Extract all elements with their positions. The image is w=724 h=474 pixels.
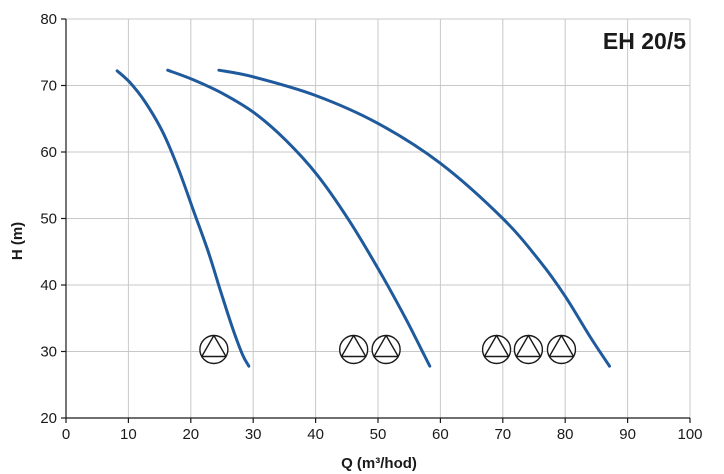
y-tick-label: 50 bbox=[40, 211, 57, 228]
pump-icon-circle bbox=[481, 334, 512, 365]
y-tick-label: 80 bbox=[40, 11, 57, 28]
pump-icon bbox=[371, 334, 401, 365]
pump-icon bbox=[513, 334, 544, 365]
x-tick-label: 50 bbox=[370, 426, 387, 443]
pump-icon bbox=[481, 334, 512, 365]
grid-layer bbox=[66, 18, 691, 418]
pump-icon bbox=[199, 334, 229, 365]
curve-2-pump bbox=[166, 68, 432, 368]
curve-3-pump bbox=[217, 68, 611, 368]
y-tick-label: 60 bbox=[40, 144, 57, 161]
x-tick-label: 0 bbox=[62, 426, 70, 443]
y-tick-label: 40 bbox=[40, 277, 57, 294]
x-tick-label: 70 bbox=[494, 426, 511, 443]
x-tick-label: 60 bbox=[432, 426, 449, 443]
pump-icon bbox=[338, 334, 369, 365]
y-axis-title: H (m) bbox=[9, 222, 26, 260]
pump-icon-triangle bbox=[548, 334, 575, 358]
x-tick-label: 20 bbox=[182, 426, 199, 443]
y-tick-label: 30 bbox=[40, 344, 57, 361]
pump-icon-circle bbox=[513, 334, 544, 365]
y-tick-label: 70 bbox=[40, 78, 57, 95]
pump-icon bbox=[546, 334, 577, 365]
pump-icon-triangle bbox=[201, 334, 227, 358]
pump-icon-circle bbox=[546, 334, 577, 365]
x-tick-label: 100 bbox=[677, 426, 702, 443]
y-tick-label: 20 bbox=[40, 410, 57, 427]
pump-icon-circle bbox=[371, 334, 401, 365]
pump-icon-triangle bbox=[373, 334, 399, 358]
x-tick-label: 10 bbox=[120, 426, 137, 443]
pump-icon-circle bbox=[199, 334, 229, 365]
x-tick-label: 80 bbox=[557, 426, 574, 443]
x-tick-label: 30 bbox=[245, 426, 262, 443]
x-axis-title: Q (m³/hod) bbox=[341, 455, 417, 472]
pump-icon-triangle bbox=[515, 334, 542, 358]
x-tick-label: 40 bbox=[307, 426, 324, 443]
axes-layer bbox=[61, 18, 691, 423]
pump-markers-layer bbox=[199, 334, 577, 365]
pump-icon-triangle bbox=[340, 334, 367, 358]
curve-1-pump bbox=[115, 69, 251, 368]
chart-title: EH 20/5 bbox=[603, 28, 686, 54]
pump-icon-triangle bbox=[483, 334, 510, 358]
x-tick-label: 90 bbox=[619, 426, 636, 443]
curves-layer bbox=[115, 68, 611, 368]
pump-icon-circle bbox=[338, 334, 369, 365]
tick-labels-layer: 0 10 20 30 40 50 60 70 80 90 100 20 30 40 50 60 70 80 bbox=[40, 11, 702, 443]
